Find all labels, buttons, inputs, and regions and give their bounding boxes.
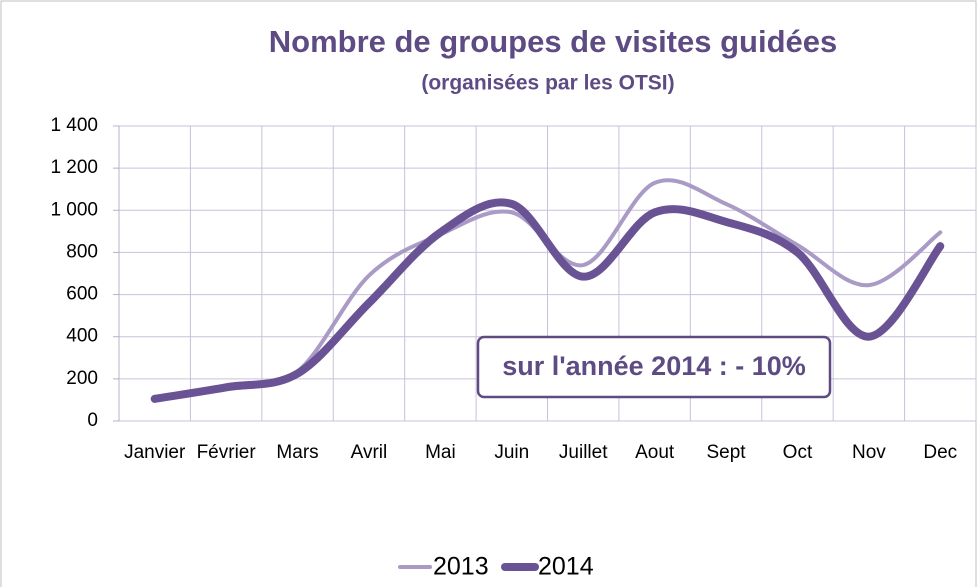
chart-title: Nombre de groupes de visites guidées	[269, 24, 838, 59]
x-tick-label: Mars	[276, 442, 318, 463]
y-tick-label: 1 200	[50, 157, 98, 178]
x-tick-label: Juin	[494, 442, 529, 463]
x-tick-label: Oct	[783, 442, 813, 463]
y-tick-label: 200	[66, 368, 98, 389]
annotation: sur l'année 2014 : - 10%	[502, 351, 806, 381]
x-tick-label: Avril	[351, 442, 388, 463]
y-tick-label: 600	[66, 284, 98, 305]
legend-label: 2013	[433, 553, 489, 581]
y-tick-label: 400	[66, 326, 98, 347]
x-tick-label: Dec	[923, 442, 957, 463]
x-tick-label: Juillet	[559, 442, 608, 463]
x-tick-label: Janvier	[124, 442, 186, 463]
x-tick-label: Nov	[852, 442, 886, 463]
x-tick-label: Mai	[425, 442, 456, 463]
series-line	[150, 198, 945, 403]
y-tick-label: 0	[87, 410, 98, 431]
y-tick-label: 800	[66, 241, 98, 262]
y-tick-label: 1 400	[50, 115, 98, 136]
y-tick-label: 1 000	[50, 199, 98, 220]
chart-subtitle: (organisées par les OTSI)	[421, 72, 674, 95]
annotation-box	[476, 335, 832, 399]
legend-label: 2014	[538, 553, 594, 581]
x-tick-label: Sept	[706, 442, 746, 463]
x-tick-label: Février	[197, 442, 257, 463]
x-tick-label: Aout	[635, 442, 675, 463]
